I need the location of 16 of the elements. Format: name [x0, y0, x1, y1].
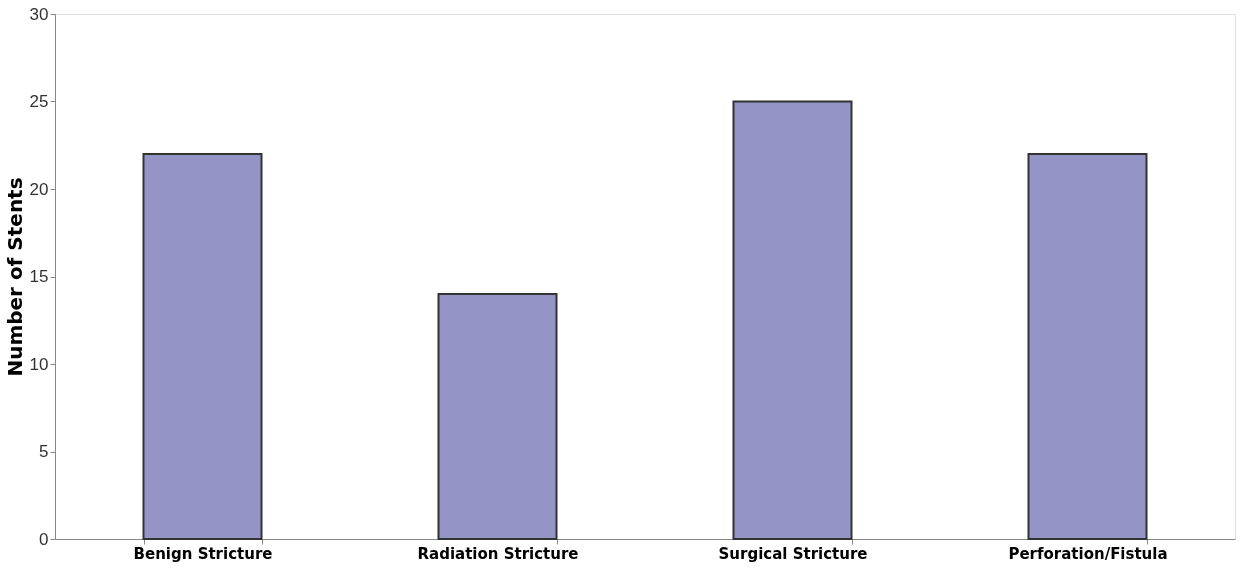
x-tick-label: Radiation Stricture — [417, 544, 579, 563]
y-tick-label: 15 — [29, 267, 49, 286]
y-tick-label: 25 — [29, 92, 49, 111]
bar — [437, 293, 558, 540]
y-axis-title: Number of Stents — [2, 177, 27, 377]
x-tick-label: Surgical Stricture — [718, 544, 868, 563]
bar — [142, 153, 263, 540]
y-tick-label: 0 — [39, 529, 49, 549]
x-tick-label: Benign Stricture — [133, 544, 273, 563]
y-tick-label: 10 — [29, 354, 49, 374]
bar — [732, 100, 853, 540]
y-tick-label: 20 — [29, 179, 49, 199]
bar — [1027, 153, 1148, 540]
x-tick-label: Perforation/Fistula — [1008, 544, 1168, 563]
y-tick-label: 5 — [39, 442, 49, 461]
y-tick-label: 30 — [29, 4, 49, 24]
